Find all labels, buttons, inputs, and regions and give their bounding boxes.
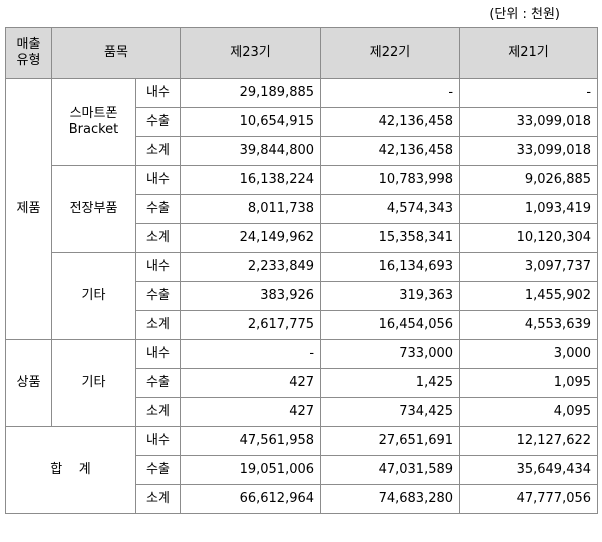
row-kind: 수출 (134, 194, 182, 224)
table-row: 수출 8,011,738 4,574,343 1,093,419 (6, 194, 599, 224)
row-kind: 소계 (134, 484, 182, 514)
row-kind: 내수 (134, 339, 182, 369)
table-row: 제품 스마트폰 Bracket 내수 29,189,885- - (5, 78, 599, 340)
row-kind: 수출 (134, 281, 182, 311)
value-cell: 4,095 (459, 397, 599, 427)
row-kind: 내수 (134, 78, 182, 108)
item-header: 품목 (50, 27, 182, 79)
table-row: 상품 기타 내수 -733,000 3,000 (5, 339, 599, 427)
value-cell: 1,425 (320, 368, 461, 398)
value-cell: 12,127,622 (459, 426, 599, 456)
value-cell: 3,000 (459, 339, 599, 369)
table-row: 소계 2,617,775 16,454,056 4,553,639 (6, 310, 599, 340)
table-row: 수출 10,654,915 42,136,458 33,099,018 (6, 107, 599, 137)
row-kind: 수출 (134, 107, 182, 137)
value-cell: 16,454,056 (320, 310, 461, 340)
value-cell: 74,683,280 (320, 484, 461, 514)
table-row: 기타 내수 2,233,849 16,134,693 3,097,737 (6, 252, 599, 340)
period-header: 제23기 (180, 27, 322, 79)
value-cell: 39,844,800 (180, 136, 322, 166)
item-name-cell: 전장부품 (51, 165, 136, 253)
value-cell: 24,149,962 (180, 223, 322, 253)
total-label: 합 계 (5, 426, 136, 514)
table-row: 전장부품 내수 16,138,224 10,783,998 9,026,885 (6, 165, 599, 253)
unit-note: (단위 : 천원) (489, 7, 560, 22)
value-cell: 383,926 (180, 281, 322, 311)
value-cell: 16,138,224 (180, 165, 322, 195)
value-cell: - (320, 78, 461, 108)
value-cell: 66,612,964 (180, 484, 322, 514)
value-cell: 1,095 (459, 368, 599, 398)
value-cell: 19,051,006 (180, 455, 322, 485)
value-cell: 9,026,885 (459, 165, 599, 195)
value-cell: 16,134,693 (320, 252, 461, 282)
sales-table: 매출 유형 품목 제23기 제22기 제21기 제품 스마트폰 Bracket 내수 2… (5, 27, 599, 514)
row-kind: 소계 (134, 223, 182, 253)
value-cell: 27,651,691 (320, 426, 461, 456)
value-cell: 427 (180, 397, 322, 427)
value-cell: 427 (180, 368, 322, 398)
value-cell: - (459, 78, 599, 108)
value-cell: 35,649,434 (459, 455, 599, 485)
value-cell: 33,099,018 (459, 107, 599, 137)
value-cell: 10,120,304 (459, 223, 599, 253)
period-header: 제21기 (459, 27, 599, 79)
value-cell: - (180, 339, 322, 369)
header-row: 매출 유형 품목 제23기 제22기 제21기 (5, 27, 599, 79)
value-cell: 1,455,902 (459, 281, 599, 311)
item-name-cell: 기타 (51, 339, 136, 427)
value-cell: 47,777,056 (459, 484, 599, 514)
value-cell: 8,011,738 (180, 194, 322, 224)
total-row: 합 계 내수 47,561,958 27,651,691 12,127,622 (5, 426, 599, 514)
value-cell: 47,031,589 (320, 455, 461, 485)
value-cell: 10,654,915 (180, 107, 322, 137)
value-cell: 2,617,775 (180, 310, 322, 340)
value-cell: 1,093,419 (459, 194, 599, 224)
value-cell: 734,425 (320, 397, 461, 427)
value-cell: 42,136,458 (320, 136, 461, 166)
value-cell: 10,783,998 (320, 165, 461, 195)
row-kind: 소계 (134, 397, 182, 427)
table-row: 수출 427 1,425 1,095 (6, 368, 599, 398)
row-kind: 소계 (134, 136, 182, 166)
sales-type-header: 매출 유형 (5, 27, 52, 79)
value-cell: 33,099,018 (459, 136, 599, 166)
value-cell: 319,363 (320, 281, 461, 311)
sales-type-cell: 상품 (5, 339, 52, 427)
value-cell: 2,233,849 (180, 252, 322, 282)
value-cell: 3,097,737 (459, 252, 599, 282)
item-name-cell: 기타 (51, 252, 136, 340)
item-name-cell: 스마트폰 Bracket (51, 78, 136, 166)
row-kind: 소계 (134, 310, 182, 340)
sales-type-cell: 제품 (5, 78, 52, 340)
row-kind: 내수 (134, 426, 182, 456)
row-kind: 수출 (134, 455, 182, 485)
table-row: 소계 24,149,962 15,358,341 10,120,304 (6, 223, 599, 253)
value-cell: 4,553,639 (459, 310, 599, 340)
value-cell: 42,136,458 (320, 107, 461, 137)
value-cell: 733,000 (320, 339, 461, 369)
value-cell: 47,561,958 (180, 426, 322, 456)
row-kind: 수출 (134, 368, 182, 398)
table-row: 소계 427 734,425 4,095 (6, 397, 599, 427)
total-row: 소계 66,612,964 74,683,280 47,777,056 (6, 484, 599, 514)
table-row: 소계 39,844,800 42,136,458 33,099,018 (6, 136, 599, 166)
value-cell: 4,574,343 (320, 194, 461, 224)
table-row: 수출 383,926 319,363 1,455,902 (6, 281, 599, 311)
value-cell: 29,189,885 (180, 78, 322, 108)
period-header: 제22기 (320, 27, 461, 79)
row-kind: 내수 (134, 165, 182, 195)
value-cell: 15,358,341 (320, 223, 461, 253)
row-kind: 내수 (134, 252, 182, 282)
